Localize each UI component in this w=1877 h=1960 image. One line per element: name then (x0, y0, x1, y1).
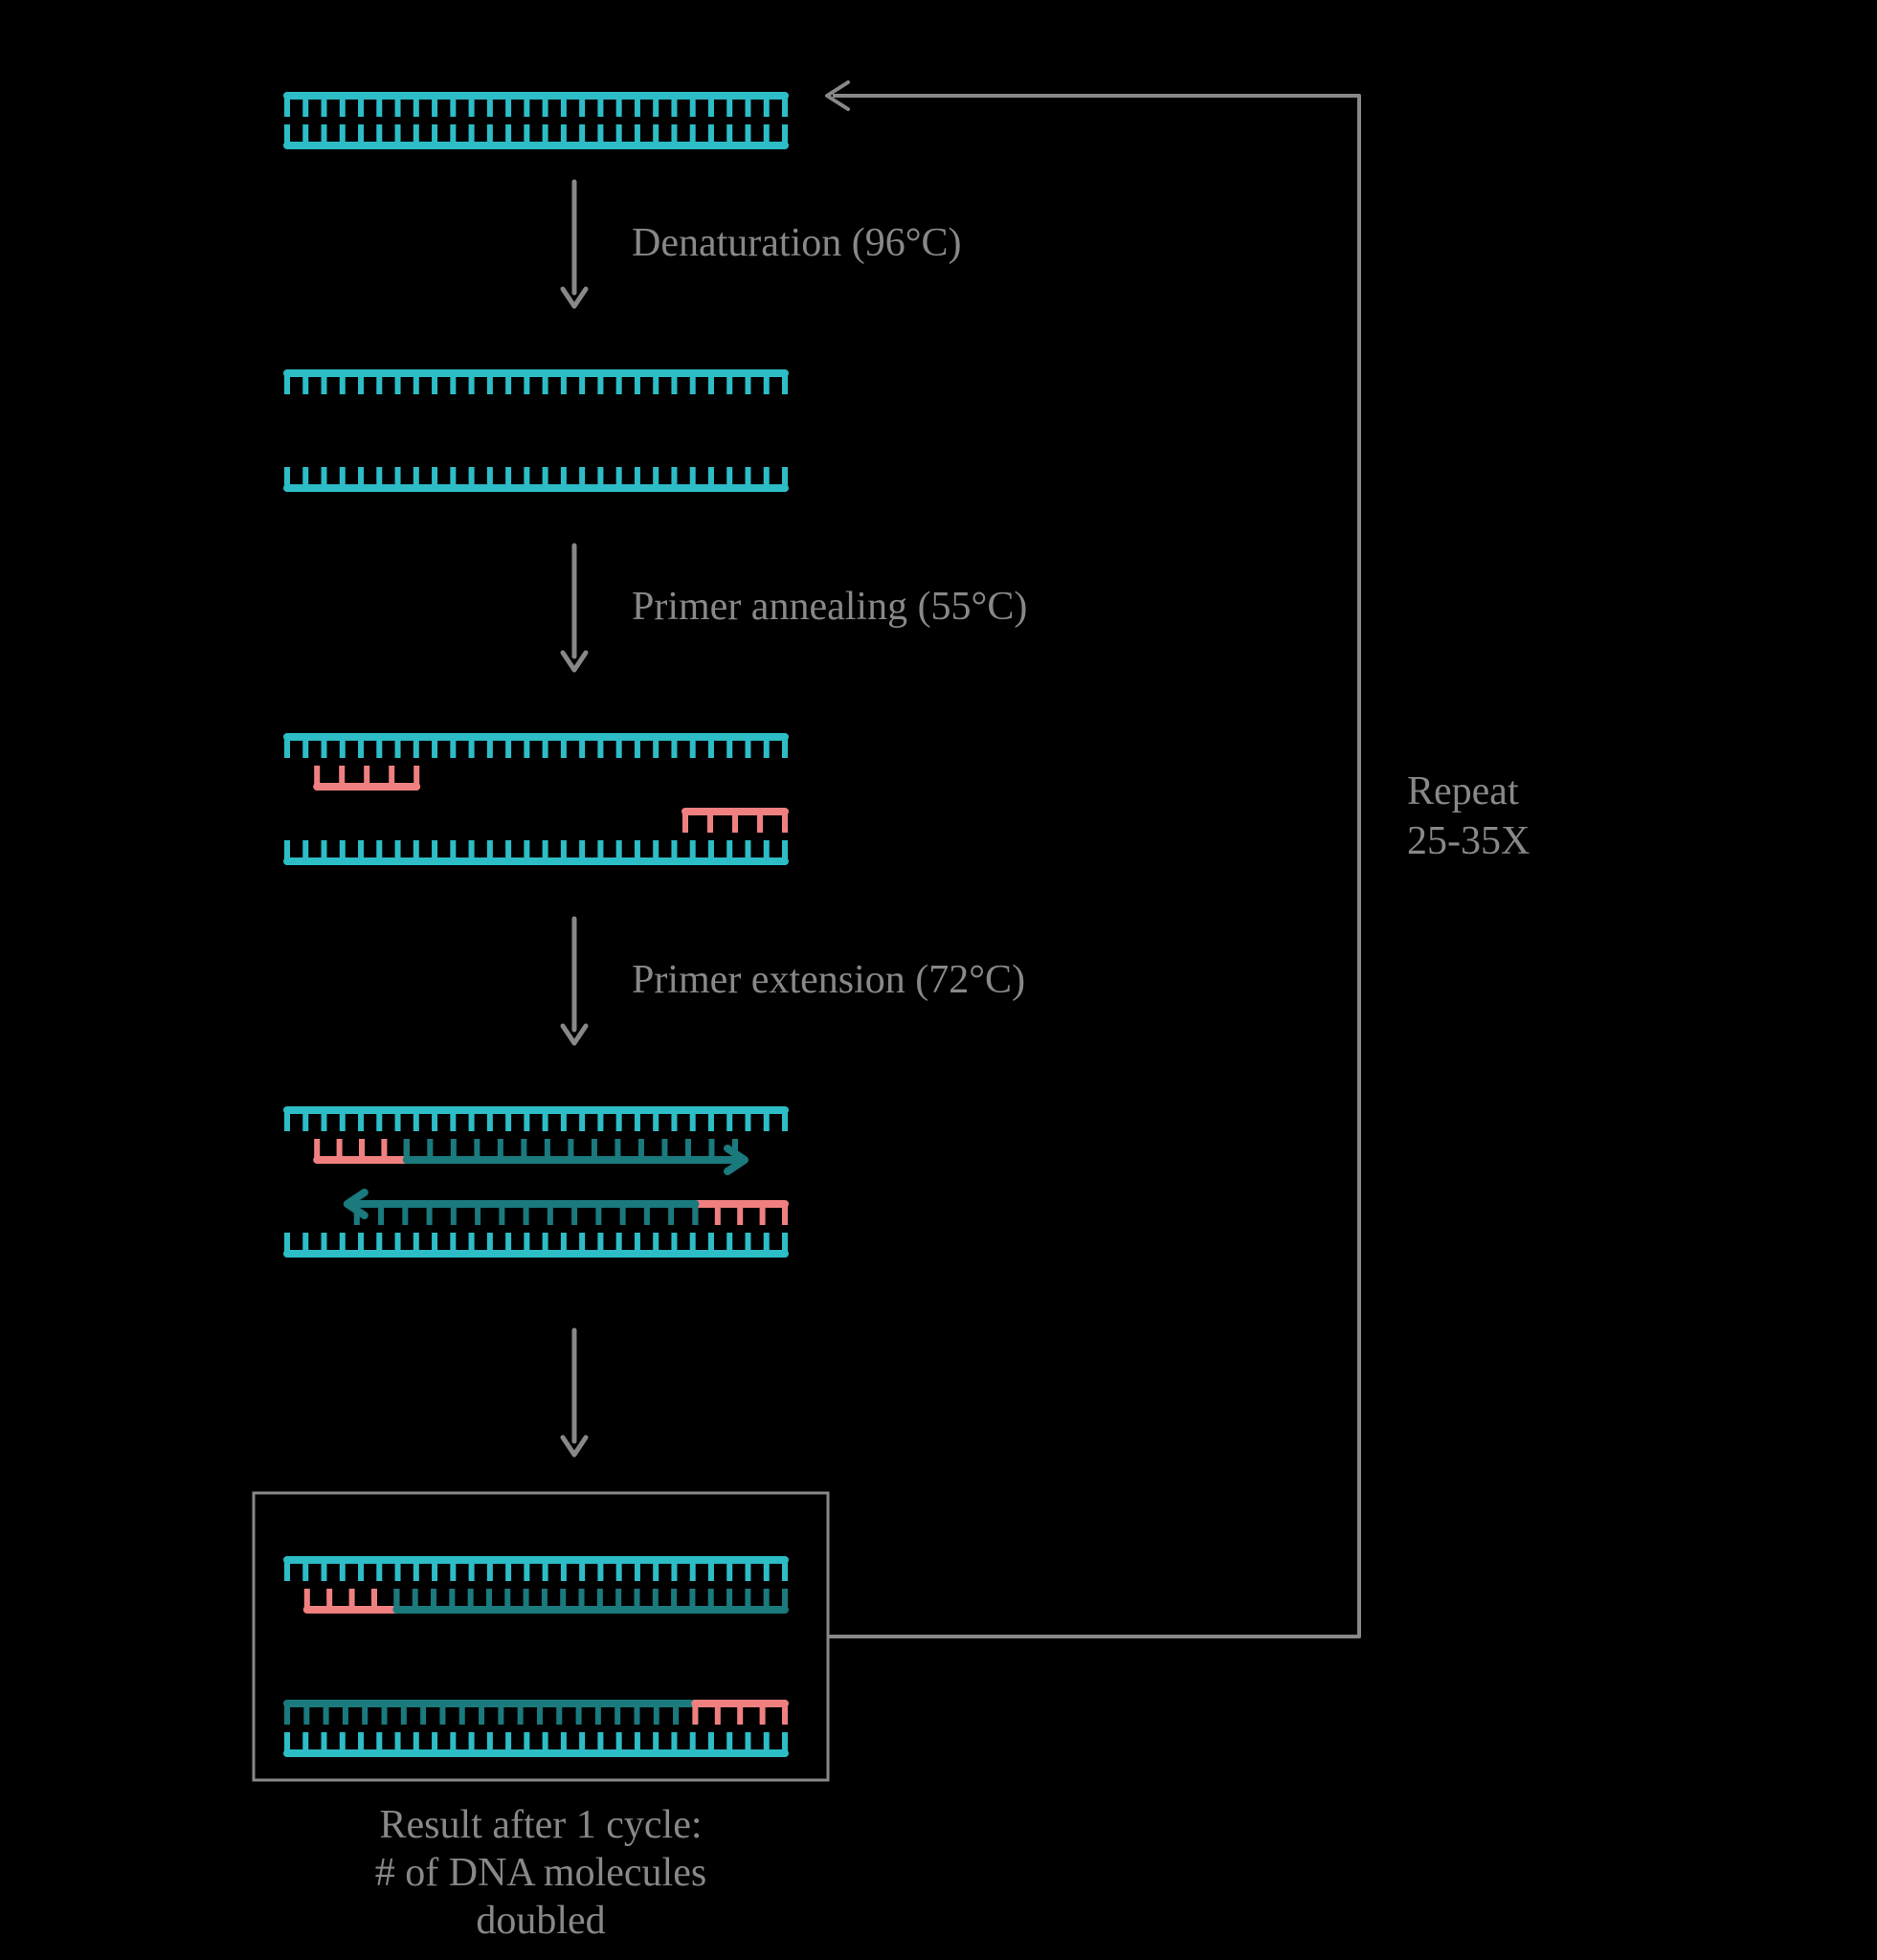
dna-strand (287, 467, 785, 488)
step-label-denaturation: Denaturation (96°C) (632, 221, 962, 265)
dna-strand (685, 812, 785, 833)
dna-strand (287, 840, 785, 861)
dna-strand (695, 1204, 785, 1225)
step-label-extension: Primer extension (72°C) (632, 958, 1025, 1002)
dna-strand (317, 1139, 407, 1160)
extension-top (287, 1110, 785, 1171)
process-arrow (563, 182, 586, 306)
process-arrow (563, 919, 586, 1043)
pcr-cycle-diagram: Denaturation (96°C) Primer annealing (55°… (0, 0, 1877, 1960)
dna-strand (287, 373, 785, 394)
dna-strand (287, 1233, 785, 1254)
dna-strand (287, 1560, 785, 1581)
dna-strand (357, 1204, 696, 1225)
dna-strand (287, 737, 785, 758)
dna-strand (287, 124, 785, 145)
repeat-label-line: 25-35X (1407, 819, 1530, 863)
dna-strand (307, 1589, 397, 1610)
dna-strand (287, 96, 785, 117)
result-dsdna-2 (287, 1704, 785, 1753)
dna-strand (695, 1704, 785, 1725)
dna-strand (287, 1110, 785, 1131)
result-label-line: Result after 1 cycle: (379, 1803, 702, 1847)
result-dsdna-1 (287, 1560, 785, 1610)
process-arrow (563, 1330, 586, 1455)
process-arrow (563, 546, 586, 670)
dna-strand (396, 1589, 785, 1610)
step-label-annealing: Primer annealing (55°C) (632, 585, 1027, 629)
extension-bottom (287, 1192, 785, 1254)
dna-strand (407, 1139, 735, 1160)
result-label-line: doubled (476, 1899, 605, 1943)
result-label-line: # of DNA molecules (375, 1851, 706, 1895)
dsdna (287, 96, 785, 145)
repeat-label-line: Repeat (1407, 769, 1519, 813)
dna-strand (317, 766, 416, 787)
dna-strand (287, 1704, 695, 1725)
repeat-loop (828, 96, 1359, 1637)
dna-strand (287, 1732, 785, 1753)
